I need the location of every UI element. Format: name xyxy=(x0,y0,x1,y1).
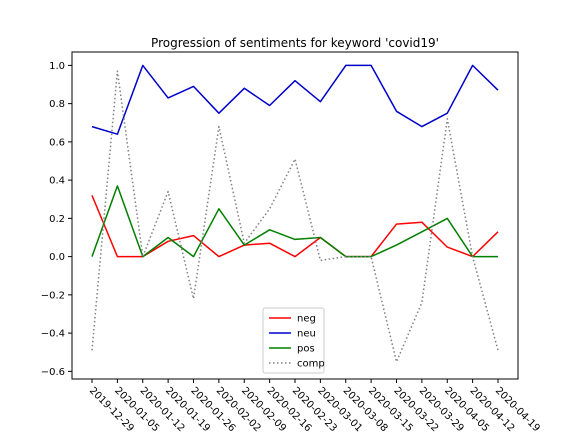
legend-label-pos: pos xyxy=(297,344,315,355)
x-axis: 2019-12-292020-01-052020-01-122020-01-19… xyxy=(87,379,542,434)
legend: neg neu pos comp xyxy=(262,307,325,374)
series-line-pos xyxy=(91,185,498,258)
y-tick-label: 0.4 xyxy=(49,176,65,187)
legend-label-neg: neg xyxy=(297,314,316,325)
y-tick-label: 0.2 xyxy=(49,214,65,225)
y-tick-label: −0.2 xyxy=(41,290,65,301)
y-tick-label: −0.4 xyxy=(41,329,65,340)
legend-box xyxy=(262,307,325,374)
series-line-neg xyxy=(91,195,499,258)
series-lines xyxy=(91,64,499,363)
series-line-neu xyxy=(91,64,499,135)
y-tick-label: 0.0 xyxy=(49,252,65,263)
chart-title: Progression of sentiments for keyword 'c… xyxy=(151,36,439,50)
series-line-comp xyxy=(91,70,499,363)
y-tick-label: 0.6 xyxy=(49,137,65,148)
y-tick-label: −0.6 xyxy=(41,367,65,378)
y-axis: −0.6 −0.4 −0.2 0.0 0.2 0.4 0.6 0.8 1.0 xyxy=(41,61,72,378)
y-tick-label: 1.0 xyxy=(49,61,65,72)
legend-label-neu: neu xyxy=(297,329,316,340)
legend-label-comp: comp xyxy=(297,359,325,370)
y-tick-label: 0.8 xyxy=(49,99,65,110)
